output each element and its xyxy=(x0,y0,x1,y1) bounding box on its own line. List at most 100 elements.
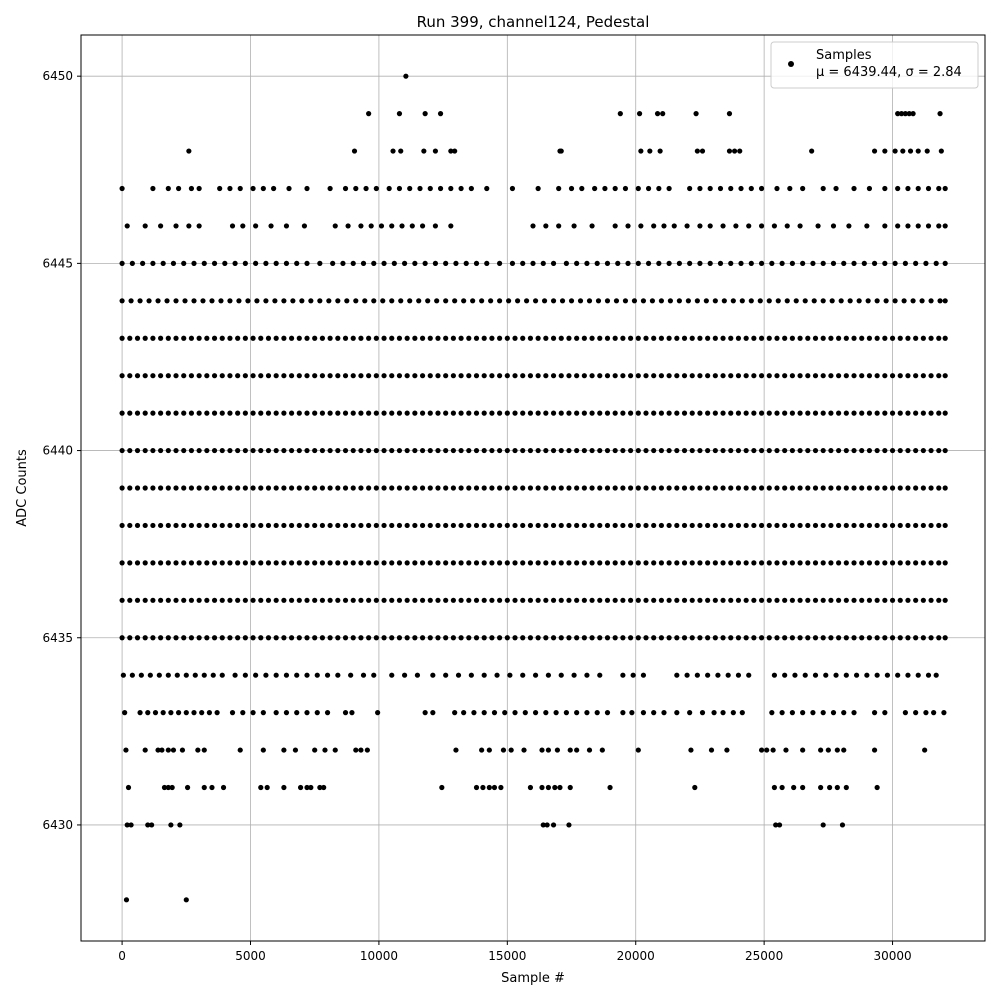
data-point xyxy=(737,148,743,154)
data-point xyxy=(556,185,562,192)
data-point xyxy=(296,560,302,566)
data-point xyxy=(158,335,164,341)
data-point xyxy=(812,335,819,341)
data-point xyxy=(265,597,272,603)
data-point xyxy=(689,635,695,641)
data-point xyxy=(635,185,641,192)
data-point xyxy=(905,672,911,678)
data-point xyxy=(612,447,618,454)
data-point xyxy=(378,223,385,229)
data-point xyxy=(204,522,210,529)
data-point xyxy=(834,747,840,753)
data-point xyxy=(681,447,688,454)
data-point xyxy=(594,260,600,266)
data-point xyxy=(635,635,641,641)
data-point xyxy=(127,560,133,566)
data-point xyxy=(250,447,256,454)
data-point xyxy=(758,223,765,229)
data-point xyxy=(182,298,188,304)
data-point xyxy=(236,298,242,304)
data-point xyxy=(489,447,495,454)
data-point xyxy=(681,335,688,341)
data-point xyxy=(905,223,911,229)
data-point xyxy=(674,373,680,379)
data-point xyxy=(699,710,706,716)
data-point xyxy=(915,672,921,678)
data-point xyxy=(712,335,718,341)
data-point xyxy=(371,672,377,678)
data-point xyxy=(463,260,469,266)
data-point xyxy=(304,335,310,341)
data-point xyxy=(242,335,248,341)
data-point xyxy=(543,373,549,379)
data-point xyxy=(175,185,182,192)
data-point xyxy=(235,335,241,341)
data-point xyxy=(735,485,742,491)
data-point xyxy=(789,260,795,266)
data-point xyxy=(358,635,364,641)
data-point xyxy=(643,635,649,641)
data-point xyxy=(332,747,338,753)
data-point xyxy=(439,784,445,791)
data-point xyxy=(373,335,379,341)
data-point xyxy=(389,522,395,529)
data-point xyxy=(273,597,279,603)
data-point xyxy=(843,672,849,678)
data-point xyxy=(782,635,788,641)
data-point xyxy=(543,522,549,529)
data-point xyxy=(735,672,742,678)
data-point xyxy=(403,73,409,79)
data-point xyxy=(452,710,458,716)
data-point xyxy=(797,560,803,566)
data-point xyxy=(396,185,403,192)
data-point xyxy=(250,485,256,491)
data-point xyxy=(161,784,168,791)
data-point xyxy=(473,410,480,416)
data-point xyxy=(396,335,403,341)
data-point xyxy=(676,298,682,304)
data-point xyxy=(681,373,688,379)
data-point xyxy=(712,298,718,304)
data-point xyxy=(242,260,248,266)
data-point xyxy=(658,447,665,454)
data-point xyxy=(613,298,620,304)
data-point xyxy=(566,373,572,379)
data-point xyxy=(324,672,331,678)
data-point xyxy=(645,260,652,266)
data-point xyxy=(739,298,745,304)
data-point xyxy=(913,485,919,491)
data-point xyxy=(532,710,539,716)
data-point xyxy=(150,373,156,379)
data-point xyxy=(265,560,272,566)
data-point xyxy=(512,635,518,641)
data-point xyxy=(789,410,795,416)
data-point xyxy=(342,522,349,529)
data-point xyxy=(272,298,278,304)
data-point xyxy=(497,522,503,529)
data-point xyxy=(866,635,873,641)
data-point xyxy=(288,447,295,454)
data-point xyxy=(127,373,133,379)
data-point xyxy=(906,111,912,117)
data-point xyxy=(915,223,921,229)
data-point xyxy=(820,335,826,341)
data-point xyxy=(450,373,456,379)
data-point xyxy=(304,672,310,678)
data-point xyxy=(728,522,734,529)
data-point xyxy=(874,560,880,566)
data-point xyxy=(381,260,387,266)
data-point xyxy=(407,298,413,304)
data-point xyxy=(674,335,680,341)
data-point xyxy=(635,410,641,416)
data-point xyxy=(712,373,718,379)
data-point xyxy=(335,447,341,454)
data-point xyxy=(240,710,246,716)
data-point xyxy=(543,710,549,716)
data-point xyxy=(535,635,541,641)
data-point xyxy=(739,710,745,716)
data-point xyxy=(417,185,423,192)
data-point xyxy=(235,410,241,416)
data-point xyxy=(730,298,736,304)
data-point xyxy=(450,560,456,566)
data-point xyxy=(170,747,177,753)
